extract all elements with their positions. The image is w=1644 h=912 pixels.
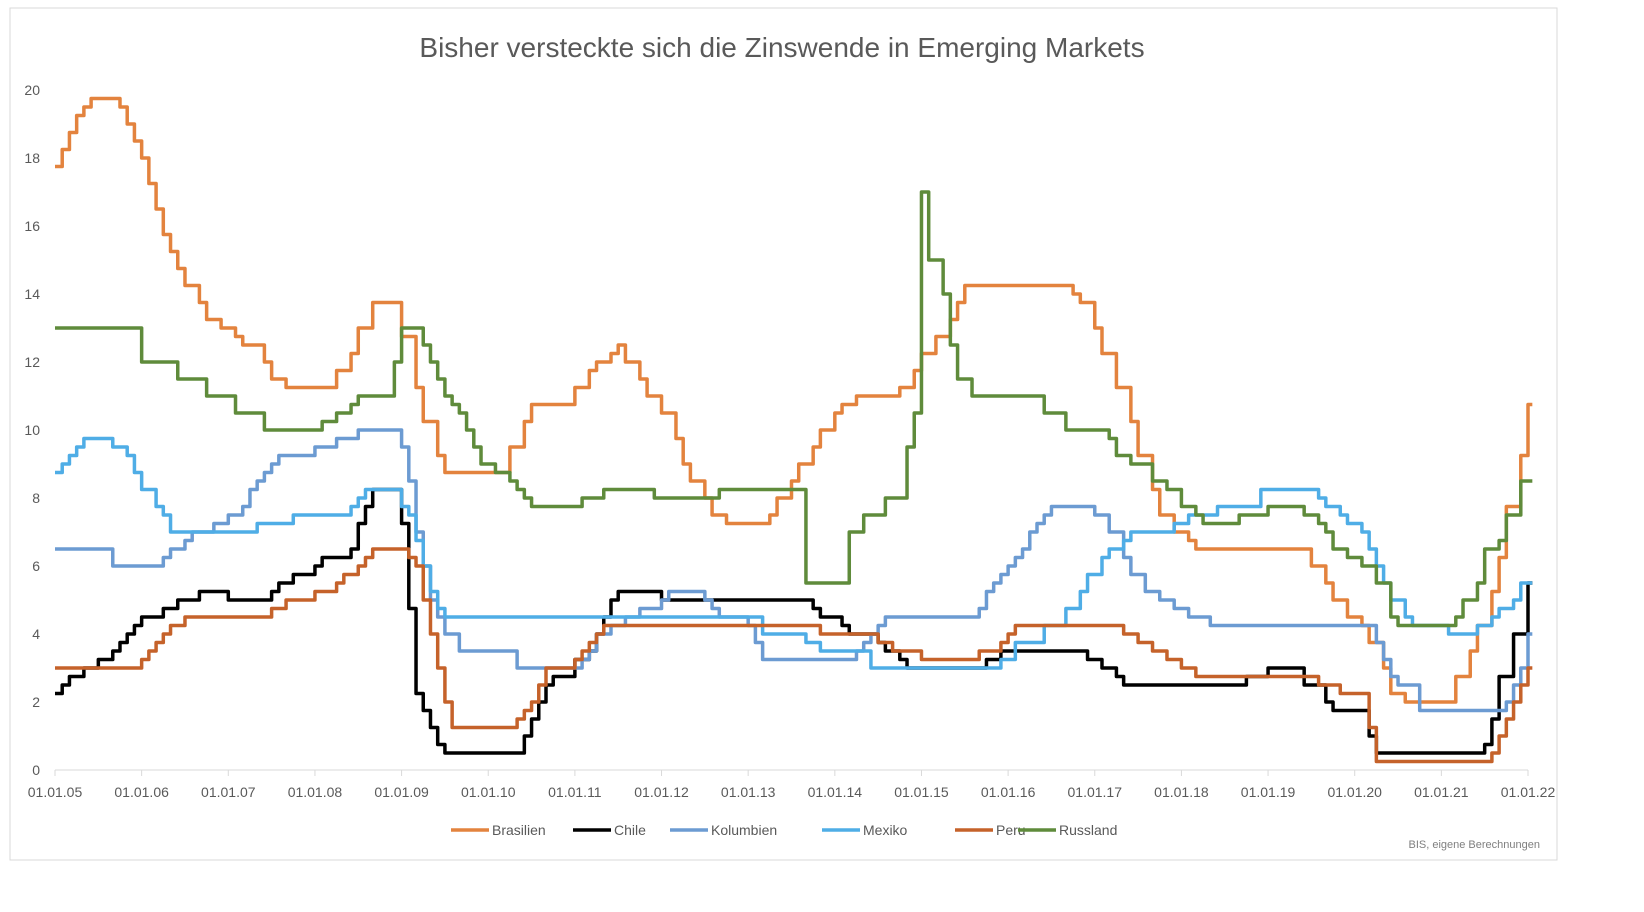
legend-item-russland: Russland: [1018, 822, 1117, 838]
y-tick-label: 18: [24, 150, 40, 166]
chart-title: Bisher versteckte sich die Zinswende in …: [419, 32, 1144, 63]
legend-item-chile: Chile: [573, 822, 646, 838]
legend-label: Chile: [614, 822, 646, 838]
legend-label: Mexiko: [863, 822, 908, 838]
y-tick-label: 14: [24, 286, 40, 302]
x-tick-label: 01.01.17: [1068, 784, 1123, 800]
series-group: [55, 96, 1533, 764]
x-tick-label: 01.01.07: [201, 784, 256, 800]
legend-label: Russland: [1059, 822, 1117, 838]
series-line-russland: [55, 190, 1533, 628]
x-tick-label: 01.01.19: [1241, 784, 1296, 800]
x-tick-label: 01.01.05: [28, 784, 83, 800]
legend-item-kolumbien: Kolumbien: [670, 822, 777, 838]
legend-label: Kolumbien: [711, 822, 777, 838]
y-tick-label: 20: [24, 82, 40, 98]
x-tick-label: 01.01.16: [981, 784, 1036, 800]
y-tick-label: 12: [24, 354, 40, 370]
x-tick-label: 01.01.09: [374, 784, 429, 800]
x-axis: 01.01.05 01.01.06 01.01.07 01.01.08 01.01.09…: [28, 770, 1556, 800]
legend-item-mexiko: Mexiko: [822, 822, 908, 838]
legend-item-peru: Peru: [955, 822, 1026, 838]
x-tick-label: 01.01.21: [1414, 784, 1469, 800]
series-line-mexiko: [55, 436, 1533, 670]
x-tick-label: 01.01.06: [114, 784, 169, 800]
x-tick-label: 01.01.12: [634, 784, 689, 800]
legend-label: Brasilien: [492, 822, 546, 838]
y-tick-label: 16: [24, 218, 40, 234]
series-line-kolumbien: [55, 428, 1533, 713]
x-tick-label: 01.01.22: [1501, 784, 1556, 800]
series-line-brasilien: [55, 96, 1533, 704]
x-tick-label: 01.01.18: [1154, 784, 1209, 800]
x-tick-label: 01.01.13: [721, 784, 776, 800]
x-tick-label: 01.01.15: [894, 784, 949, 800]
x-tick-label: 01.01.20: [1327, 784, 1382, 800]
chart-frame: [9, 7, 1558, 861]
legend-label: Peru: [996, 822, 1026, 838]
series-line-peru: [55, 547, 1533, 764]
y-axis: 0 2 4 6 8 10 12 14 16 18 20: [24, 82, 40, 778]
legend-item-brasilien: Brasilien: [451, 822, 546, 838]
y-tick-label: 2: [32, 694, 40, 710]
y-tick-label: 4: [32, 626, 40, 642]
x-tick-label: 01.01.10: [461, 784, 516, 800]
x-tick-label: 01.01.11: [548, 784, 602, 800]
y-tick-label: 8: [32, 490, 40, 506]
x-tick-label: 01.01.08: [288, 784, 343, 800]
y-tick-label: 0: [32, 762, 40, 778]
x-tick-label: 01.01.14: [808, 784, 863, 800]
y-tick-label: 10: [24, 422, 40, 438]
legend: Brasilien Chile Kolumbien Mexiko Peru Russlan…: [451, 822, 1117, 838]
source-note: BIS, eigene Berechnungen: [1409, 839, 1541, 851]
y-tick-label: 6: [32, 558, 40, 574]
